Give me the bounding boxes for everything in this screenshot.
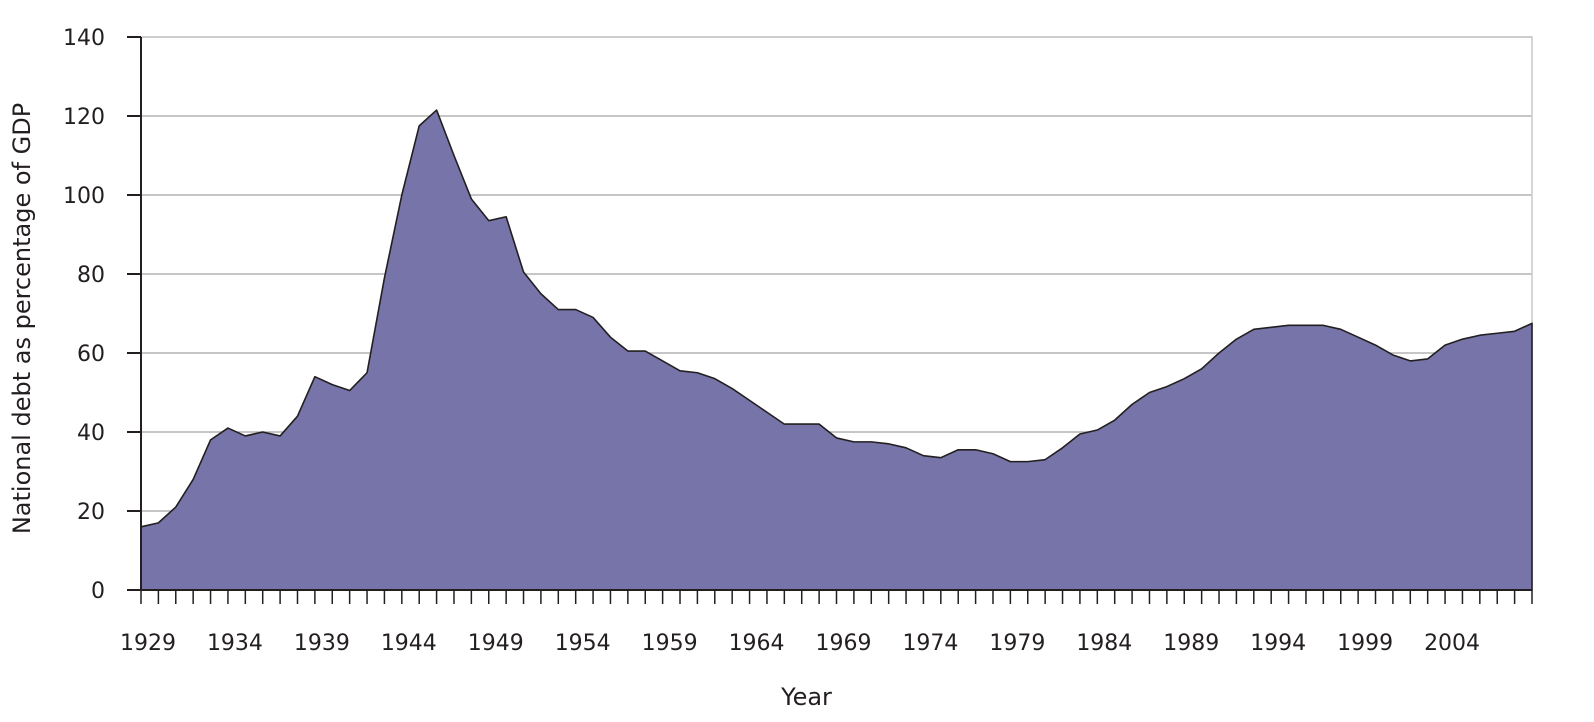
x-tick-label-1954: 1954 <box>555 631 611 656</box>
x-tick-label-1934: 1934 <box>207 631 263 656</box>
x-tick-label-1929: 1929 <box>120 631 176 656</box>
x-tick-labels: 1929 1934 1939 1944 1949 1954 1959 1964 1969 1974… <box>120 631 1480 656</box>
x-tick-label-1989: 1989 <box>1163 631 1219 656</box>
y-tick-label-40: 40 <box>77 421 105 446</box>
y-tick-label-120: 120 <box>63 105 105 130</box>
y-tick-labels: 0 20 40 60 80 100 120 140 <box>63 26 105 604</box>
x-tick-label-1974: 1974 <box>902 631 958 656</box>
x-axis-title: Year <box>780 683 832 711</box>
x-tick-label-1999: 1999 <box>1337 631 1393 656</box>
y-tick-label-0: 0 <box>91 579 105 604</box>
x-tick-label-1994: 1994 <box>1250 631 1306 656</box>
y-tick-label-140: 140 <box>63 26 105 51</box>
x-tick-label-1969: 1969 <box>816 631 872 656</box>
x-tick-label-1984: 1984 <box>1076 631 1132 656</box>
y-tick-label-20: 20 <box>77 500 105 525</box>
y-tick-label-60: 60 <box>77 342 105 367</box>
x-tick-label-2004: 2004 <box>1424 631 1480 656</box>
x-tick-label-1959: 1959 <box>642 631 698 656</box>
debt-area <box>140 109 1533 591</box>
x-tick-label-1939: 1939 <box>294 631 350 656</box>
x-tick-label-1944: 1944 <box>381 631 437 656</box>
y-tick-label-80: 80 <box>77 263 105 288</box>
x-tick-label-1979: 1979 <box>989 631 1045 656</box>
y-tick-label-100: 100 <box>63 184 105 209</box>
y-axis-title: National debt as percentage of GDP <box>8 103 36 534</box>
x-tick-label-1949: 1949 <box>468 631 524 656</box>
axes <box>127 36 1533 604</box>
x-tick-label-1964: 1964 <box>729 631 785 656</box>
